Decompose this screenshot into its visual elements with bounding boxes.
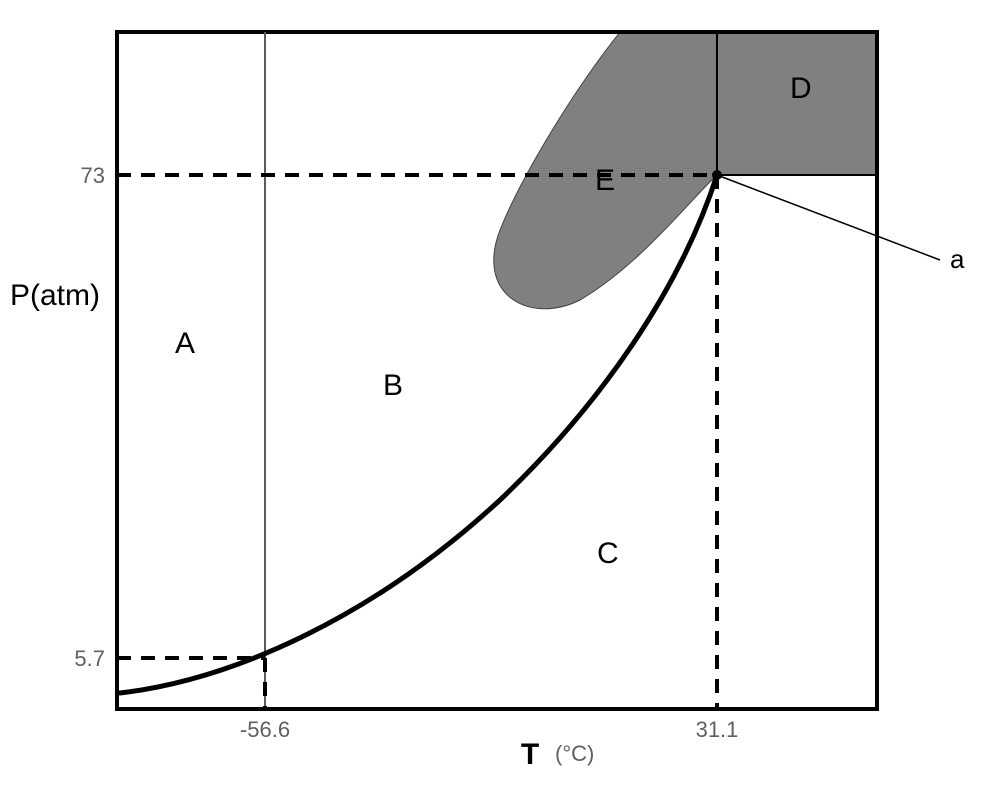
critical-point-leader-line [717, 175, 940, 260]
region-a-label: A [175, 327, 195, 360]
x-axis-title: T [521, 738, 539, 771]
x-axis-unit: (°C) [555, 741, 594, 766]
x-tick-neg56p6: -56.6 [240, 717, 290, 742]
region-c-label: C [597, 537, 619, 570]
y-axis-title: P(atm) [10, 279, 100, 312]
y-tick-73: 73 [81, 163, 105, 188]
critical-point-label: a [950, 244, 965, 274]
region-e-label: E [595, 164, 615, 197]
phase-diagram-container: 73 5.7 -56.6 31.1 P(atm) T (°C) A B C D … [0, 0, 1000, 797]
x-tick-31p1: 31.1 [696, 717, 739, 742]
region-b-label: B [383, 369, 403, 402]
phase-diagram-svg: 73 5.7 -56.6 31.1 P(atm) T (°C) A B C D … [0, 0, 1000, 797]
region-d-label: D [790, 72, 812, 105]
y-tick-5p7: 5.7 [74, 646, 105, 671]
